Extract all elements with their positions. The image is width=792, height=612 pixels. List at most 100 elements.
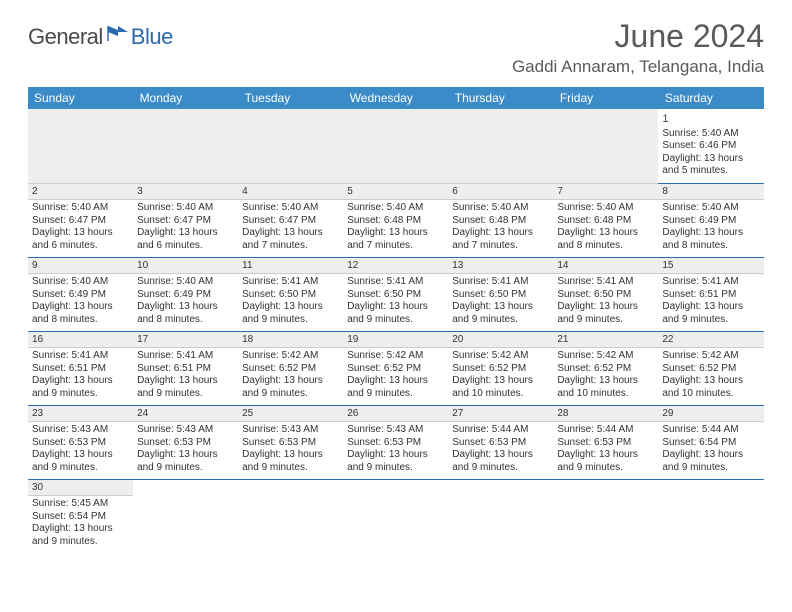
calendar-day-cell: 22Sunrise: 5:42 AMSunset: 6:52 PMDayligh… <box>658 331 763 405</box>
calendar-day-cell <box>238 479 343 553</box>
calendar-page: General Blue June 2024 Gaddi Annaram, Te… <box>0 0 792 571</box>
calendar-day-cell: 20Sunrise: 5:42 AMSunset: 6:52 PMDayligh… <box>448 331 553 405</box>
calendar-day-cell: 7Sunrise: 5:40 AMSunset: 6:48 PMDaylight… <box>553 183 658 257</box>
title-block: June 2024 Gaddi Annaram, Telangana, Indi… <box>512 18 764 77</box>
calendar-day-cell: 12Sunrise: 5:41 AMSunset: 6:50 PMDayligh… <box>343 257 448 331</box>
calendar-day-cell <box>553 109 658 183</box>
day-number: 18 <box>238 332 343 349</box>
calendar-day-cell: 17Sunrise: 5:41 AMSunset: 6:51 PMDayligh… <box>133 331 238 405</box>
day-info-line: Sunset: 6:54 PM <box>662 437 759 450</box>
day-number: 7 <box>553 184 658 201</box>
calendar-day-cell: 8Sunrise: 5:40 AMSunset: 6:49 PMDaylight… <box>658 183 763 257</box>
day-info-line: Sunset: 6:54 PM <box>32 511 129 524</box>
calendar-day-cell <box>658 479 763 553</box>
calendar-day-cell: 10Sunrise: 5:40 AMSunset: 6:49 PMDayligh… <box>133 257 238 331</box>
day-info-line: Sunrise: 5:45 AM <box>32 498 129 511</box>
weekday-header: Tuesday <box>238 87 343 109</box>
day-info-line: Sunrise: 5:40 AM <box>137 202 234 215</box>
day-info-line: Sunset: 6:50 PM <box>347 289 444 302</box>
calendar-day-cell: 1Sunrise: 5:40 AMSunset: 6:46 PMDaylight… <box>658 109 763 183</box>
weekday-header: Wednesday <box>343 87 448 109</box>
calendar-day-cell <box>343 109 448 183</box>
calendar-day-cell: 3Sunrise: 5:40 AMSunset: 6:47 PMDaylight… <box>133 183 238 257</box>
day-info-line: and 9 minutes. <box>32 388 129 401</box>
calendar-day-cell: 13Sunrise: 5:41 AMSunset: 6:50 PMDayligh… <box>448 257 553 331</box>
day-number: 22 <box>658 332 763 349</box>
day-info-line: and 10 minutes. <box>452 388 549 401</box>
calendar-week-row: 1Sunrise: 5:40 AMSunset: 6:46 PMDaylight… <box>28 109 764 183</box>
day-info-line: Daylight: 13 hours <box>452 375 549 388</box>
calendar-day-cell: 5Sunrise: 5:40 AMSunset: 6:48 PMDaylight… <box>343 183 448 257</box>
calendar-day-cell: 9Sunrise: 5:40 AMSunset: 6:49 PMDaylight… <box>28 257 133 331</box>
day-info-line: and 8 minutes. <box>137 314 234 327</box>
day-number: 23 <box>28 406 133 423</box>
day-info-line: and 9 minutes. <box>557 462 654 475</box>
day-info-line: Sunrise: 5:40 AM <box>32 202 129 215</box>
generalblue-logo: General Blue <box>28 24 173 50</box>
day-info-line: and 7 minutes. <box>452 240 549 253</box>
day-info-line: Sunrise: 5:43 AM <box>347 424 444 437</box>
calendar-day-cell <box>238 109 343 183</box>
day-info-line: and 5 minutes. <box>662 165 759 178</box>
calendar-day-cell <box>553 479 658 553</box>
day-number: 12 <box>343 258 448 275</box>
day-info-line: Daylight: 13 hours <box>452 449 549 462</box>
calendar-day-cell <box>133 479 238 553</box>
calendar-day-cell <box>448 109 553 183</box>
day-info-line: Sunset: 6:53 PM <box>347 437 444 450</box>
day-info-line: Sunrise: 5:41 AM <box>452 276 549 289</box>
day-info-line: Sunrise: 5:40 AM <box>662 202 759 215</box>
day-number: 30 <box>28 480 133 497</box>
day-info-line: Sunset: 6:48 PM <box>557 215 654 228</box>
page-header: General Blue June 2024 Gaddi Annaram, Te… <box>28 18 764 77</box>
day-info-line: Daylight: 13 hours <box>32 523 129 536</box>
day-info-line: Daylight: 13 hours <box>452 227 549 240</box>
calendar-day-cell: 6Sunrise: 5:40 AMSunset: 6:48 PMDaylight… <box>448 183 553 257</box>
logo-flag-icon <box>107 24 129 47</box>
day-info-line: Daylight: 13 hours <box>137 375 234 388</box>
day-number: 10 <box>133 258 238 275</box>
weekday-header: Saturday <box>658 87 763 109</box>
day-number: 5 <box>343 184 448 201</box>
day-info-line: and 9 minutes. <box>137 388 234 401</box>
weekday-header: Thursday <box>448 87 553 109</box>
calendar-body: 1Sunrise: 5:40 AMSunset: 6:46 PMDaylight… <box>28 109 764 553</box>
calendar-day-cell <box>448 479 553 553</box>
calendar-day-cell: 24Sunrise: 5:43 AMSunset: 6:53 PMDayligh… <box>133 405 238 479</box>
day-info-line: Sunrise: 5:42 AM <box>347 350 444 363</box>
calendar-day-cell: 19Sunrise: 5:42 AMSunset: 6:52 PMDayligh… <box>343 331 448 405</box>
calendar-day-cell: 25Sunrise: 5:43 AMSunset: 6:53 PMDayligh… <box>238 405 343 479</box>
day-info-line: Sunrise: 5:42 AM <box>557 350 654 363</box>
calendar-day-cell: 2Sunrise: 5:40 AMSunset: 6:47 PMDaylight… <box>28 183 133 257</box>
calendar-table: SundayMondayTuesdayWednesdayThursdayFrid… <box>28 87 764 553</box>
day-info-line: and 8 minutes. <box>32 314 129 327</box>
day-info-line: and 8 minutes. <box>662 240 759 253</box>
day-info-line: Sunset: 6:53 PM <box>452 437 549 450</box>
calendar-day-cell: 14Sunrise: 5:41 AMSunset: 6:50 PMDayligh… <box>553 257 658 331</box>
day-info-line: and 9 minutes. <box>242 462 339 475</box>
calendar-day-cell: 16Sunrise: 5:41 AMSunset: 6:51 PMDayligh… <box>28 331 133 405</box>
day-number: 11 <box>238 258 343 275</box>
day-info-line: Sunrise: 5:42 AM <box>242 350 339 363</box>
calendar-day-cell: 28Sunrise: 5:44 AMSunset: 6:53 PMDayligh… <box>553 405 658 479</box>
day-number: 4 <box>238 184 343 201</box>
day-number: 15 <box>658 258 763 275</box>
day-info-line: Sunset: 6:52 PM <box>242 363 339 376</box>
day-info-line: Daylight: 13 hours <box>32 301 129 314</box>
day-info-line: and 7 minutes. <box>242 240 339 253</box>
day-info-line: Daylight: 13 hours <box>347 301 444 314</box>
day-info-line: and 9 minutes. <box>452 462 549 475</box>
day-info-line: Sunrise: 5:43 AM <box>137 424 234 437</box>
day-info-line: Daylight: 13 hours <box>32 375 129 388</box>
day-number: 2 <box>28 184 133 201</box>
day-info-line: Sunset: 6:53 PM <box>242 437 339 450</box>
calendar-week-row: 23Sunrise: 5:43 AMSunset: 6:53 PMDayligh… <box>28 405 764 479</box>
day-info-line: Sunrise: 5:41 AM <box>32 350 129 363</box>
calendar-day-cell <box>133 109 238 183</box>
calendar-day-cell: 11Sunrise: 5:41 AMSunset: 6:50 PMDayligh… <box>238 257 343 331</box>
day-info-line: and 9 minutes. <box>662 314 759 327</box>
day-info-line: Sunset: 6:52 PM <box>662 363 759 376</box>
logo-text-general: General <box>28 24 103 50</box>
day-number: 16 <box>28 332 133 349</box>
day-info-line: Daylight: 13 hours <box>242 375 339 388</box>
